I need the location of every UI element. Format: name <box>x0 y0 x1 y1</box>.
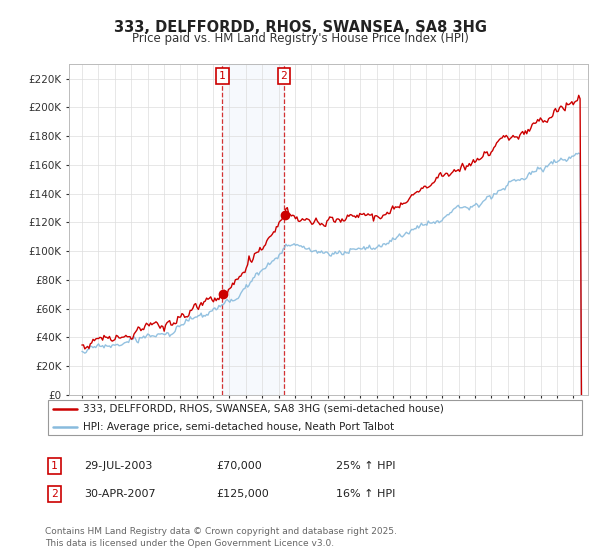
Text: £70,000: £70,000 <box>216 461 262 471</box>
Text: Price paid vs. HM Land Registry's House Price Index (HPI): Price paid vs. HM Land Registry's House … <box>131 32 469 45</box>
Text: HPI: Average price, semi-detached house, Neath Port Talbot: HPI: Average price, semi-detached house,… <box>83 422 394 432</box>
Text: 29-JUL-2003: 29-JUL-2003 <box>84 461 152 471</box>
Text: Contains HM Land Registry data © Crown copyright and database right 2025.
This d: Contains HM Land Registry data © Crown c… <box>45 527 397 548</box>
Text: 30-APR-2007: 30-APR-2007 <box>84 489 155 499</box>
Text: £125,000: £125,000 <box>216 489 269 499</box>
Text: 2: 2 <box>51 489 58 499</box>
Text: 333, DELFFORDD, RHOS, SWANSEA, SA8 3HG (semi-detached house): 333, DELFFORDD, RHOS, SWANSEA, SA8 3HG (… <box>83 404 443 414</box>
Text: 333, DELFFORDD, RHOS, SWANSEA, SA8 3HG: 333, DELFFORDD, RHOS, SWANSEA, SA8 3HG <box>113 20 487 35</box>
FancyBboxPatch shape <box>48 400 582 435</box>
Bar <box>223 64 284 395</box>
Text: 2: 2 <box>281 71 287 81</box>
Text: 1: 1 <box>219 71 226 81</box>
Text: 16% ↑ HPI: 16% ↑ HPI <box>336 489 395 499</box>
Text: 25% ↑ HPI: 25% ↑ HPI <box>336 461 395 471</box>
Text: 1: 1 <box>51 461 58 471</box>
